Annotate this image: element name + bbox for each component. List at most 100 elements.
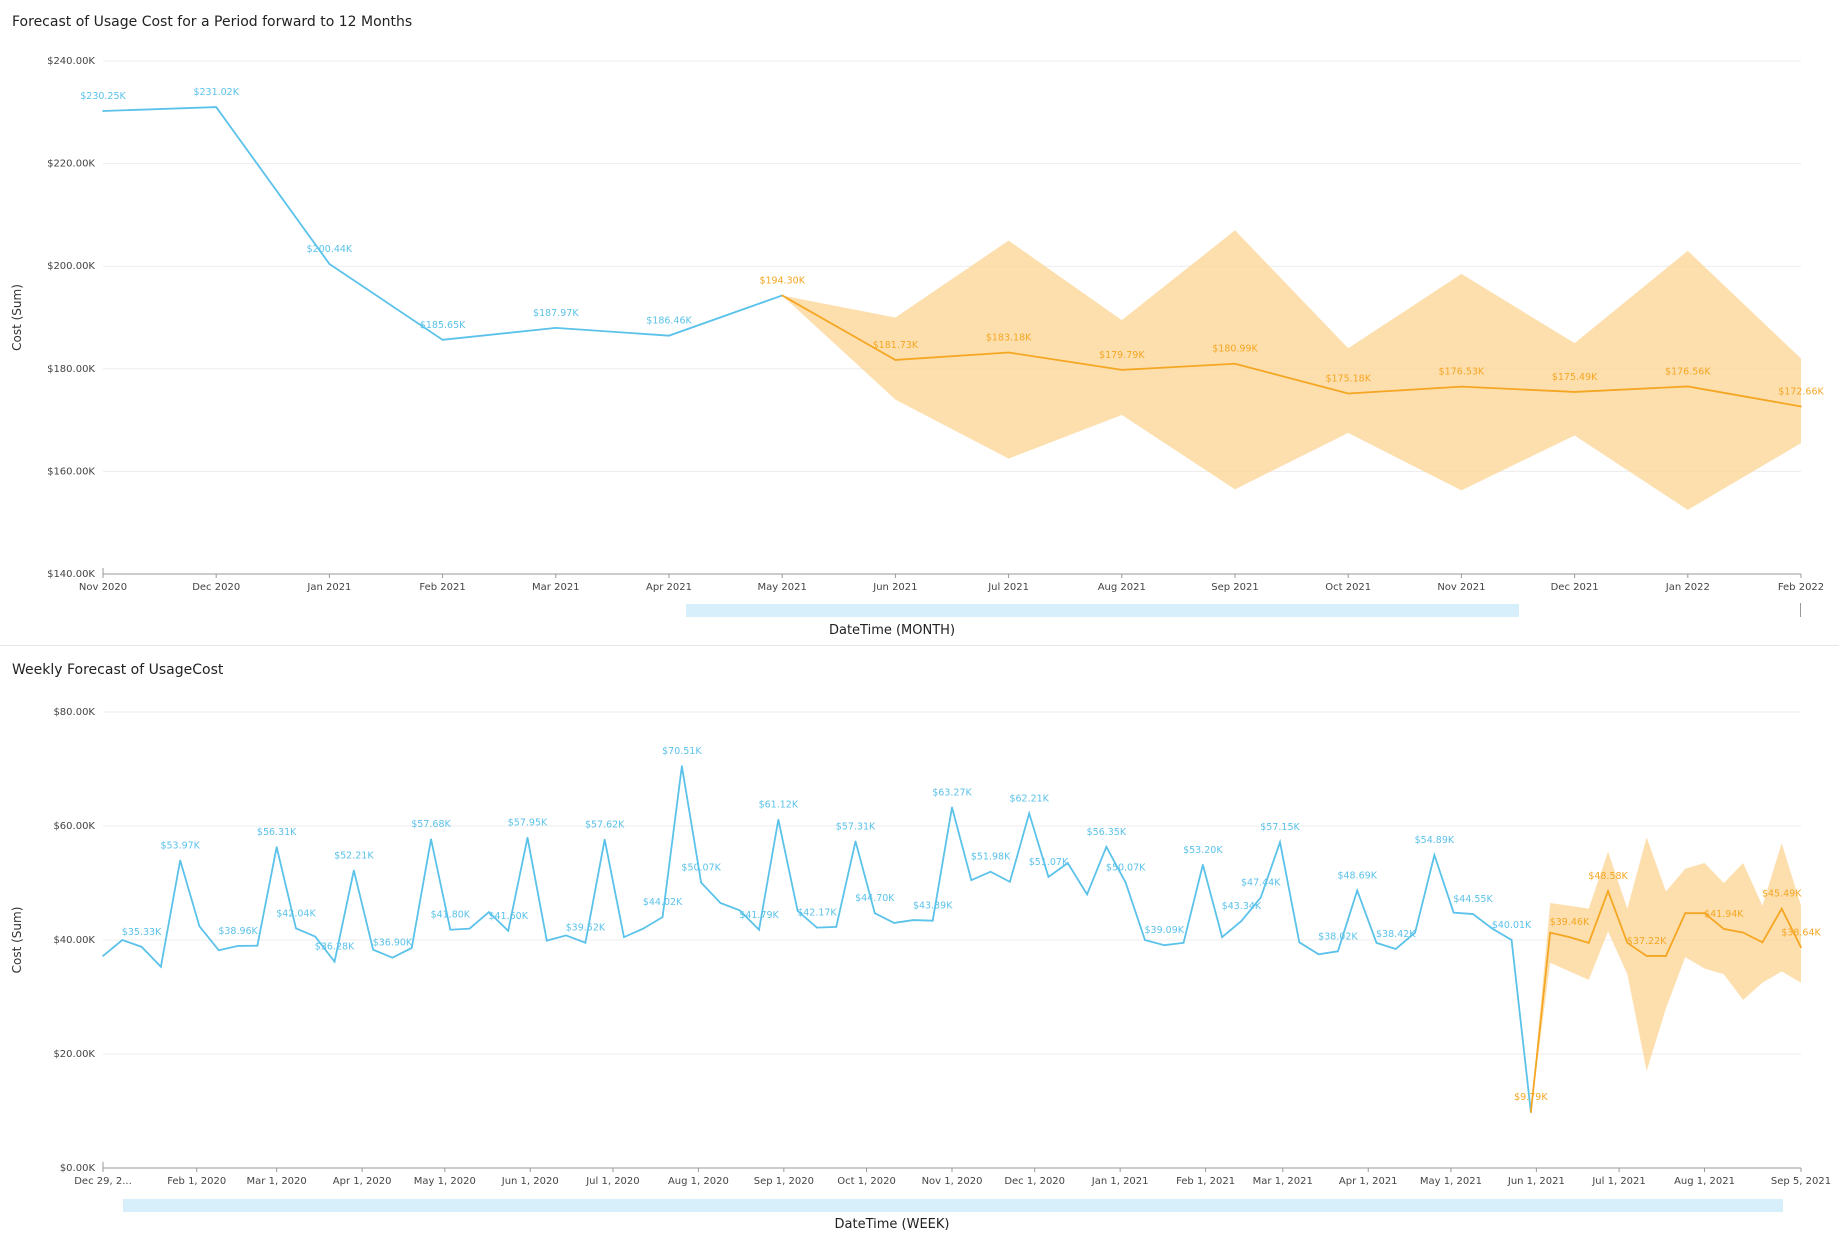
weekly-actual-point	[256, 944, 259, 947]
weekly-actual-point	[1491, 927, 1494, 930]
weekly-forecast-data-label: $9.79K	[1514, 1092, 1548, 1103]
weekly-actual-data-label: $35.33K	[122, 927, 162, 938]
monthly-forecast-data-label: $183.18K	[986, 332, 1032, 343]
weekly-actual-point	[1202, 863, 1204, 866]
monthly-actual-point	[555, 327, 557, 329]
weekly-actual-data-label: $54.89K	[1415, 835, 1455, 846]
monthly-forecast-point	[1800, 405, 1802, 408]
weekly-actual-point	[1394, 948, 1397, 950]
weekly-forecast-point	[1568, 936, 1571, 938]
weekly-actual-data-label: $70.51K	[662, 746, 702, 757]
weekly-forecast-point	[1684, 912, 1687, 915]
weekly-x-tick-label: Sep 5, 2021	[1771, 1176, 1831, 1187]
weekly-actual-data-label: $63.27K	[932, 787, 972, 798]
monthly-forecast-data-label: $180.99K	[1212, 344, 1258, 355]
weekly-actual-data-label: $44.70K	[855, 893, 895, 904]
weekly-actual-point	[642, 927, 645, 930]
weekly-actual-point	[1433, 854, 1436, 856]
monthly-forecast-confidence-band	[782, 230, 1801, 510]
monthly-y-tick-label: $180.00K	[47, 364, 95, 375]
monthly-y-tick-label: $200.00K	[47, 261, 95, 272]
weekly-x-tick-label: Oct 1, 2020	[837, 1176, 896, 1187]
monthly-x-tick-label: Mar 2021	[532, 582, 580, 593]
weekly-y-tick-label: $60.00K	[53, 821, 95, 832]
weekly-actual-point	[719, 902, 722, 904]
weekly-actual-point	[353, 869, 355, 872]
weekly-x-tick-label: Jan 1, 2021	[1091, 1176, 1149, 1187]
weekly-actual-point	[835, 926, 838, 928]
weekly-actual-point	[468, 927, 471, 930]
weekly-range-scrollbar[interactable]	[123, 1199, 1783, 1212]
monthly-y-axis-title: Cost (Sum)	[10, 284, 24, 351]
weekly-actual-point	[816, 926, 818, 929]
weekly-x-tick-label: Jun 1, 2021	[1507, 1176, 1565, 1187]
weekly-actual-data-label: $44.02K	[643, 897, 683, 908]
monthly-actual-point	[215, 106, 217, 108]
weekly-actual-point	[1298, 941, 1301, 944]
weekly-forecast-point	[1761, 941, 1764, 944]
monthly-x-tick-label: Feb 2022	[1778, 582, 1824, 593]
monthly-actual-point	[328, 263, 331, 265]
monthly-forecast-data-label: $194.30K	[759, 275, 805, 286]
weekly-actual-data-label: $48.69K	[1337, 870, 1377, 881]
weekly-actual-point	[970, 879, 973, 881]
weekly-actual-point	[661, 916, 664, 918]
monthly-forecast-chart: $140.00K $160.00K $180.00K $200.00K $220.00K…	[10, 56, 1825, 638]
weekly-actual-data-label: $53.97K	[160, 840, 200, 851]
weekly-actual-data-label: $42.04K	[276, 908, 316, 919]
weekly-forecast-data-label: $37.22K	[1627, 936, 1667, 947]
weekly-actual-data-label: $57.31K	[836, 821, 876, 832]
weekly-actual-data-label: $51.07K	[1029, 857, 1069, 868]
weekly-forecast-data-label: $39.46K	[1550, 917, 1590, 928]
weekly-x-tick-label: Jul 1, 2020	[585, 1176, 639, 1187]
monthly-forecast-series-line	[781, 294, 1802, 408]
monthly-forecast-point	[1121, 369, 1123, 371]
monthly-x-tick-label: Jan 2022	[1665, 582, 1710, 593]
monthly-forecast-point	[1234, 362, 1236, 365]
weekly-x-tick-label: Apr 1, 2020	[333, 1176, 392, 1187]
monthly-forecast-point	[1460, 385, 1463, 388]
weekly-actual-point	[584, 941, 587, 944]
weekly-x-tick-label: Nov 1, 2020	[922, 1176, 983, 1187]
monthly-scrollbar-handle[interactable]	[1800, 603, 1801, 617]
weekly-actual-data-label: $56.31K	[257, 827, 297, 838]
weekly-actual-point	[198, 925, 201, 928]
weekly-actual-point	[430, 838, 432, 841]
weekly-forecast-confidence-band	[1530, 837, 1801, 1113]
weekly-x-tick-label: Feb 1, 2021	[1176, 1176, 1235, 1187]
monthly-forecast-data-label: $179.79K	[1099, 350, 1145, 361]
weekly-actual-point	[275, 846, 278, 848]
weekly-actual-point	[1066, 862, 1069, 864]
weekly-forecast-data-label: $38.64K	[1781, 927, 1821, 938]
monthly-x-tick-label: Jun 2021	[872, 582, 917, 593]
weekly-actual-point	[1221, 936, 1223, 938]
weekly-actual-point	[931, 919, 934, 922]
weekly-actual-data-label: $39.09K	[1145, 925, 1185, 936]
monthly-forecast-point	[1687, 385, 1689, 388]
weekly-forecast-point	[1703, 912, 1706, 915]
weekly-actual-point	[179, 859, 181, 862]
monthly-chart-title: Forecast of Usage Cost for a Period forw…	[12, 14, 413, 30]
weekly-y-tick-label: $20.00K	[53, 1049, 95, 1060]
weekly-actual-point	[1124, 881, 1127, 884]
weekly-actual-data-label: $52.21K	[334, 850, 374, 861]
weekly-x-tick-label: May 1, 2021	[1420, 1176, 1482, 1187]
weekly-actual-data-label: $53.20K	[1183, 845, 1223, 856]
weekly-actual-point	[1182, 942, 1185, 944]
weekly-actual-point	[874, 912, 876, 915]
weekly-actual-data-label: $39.52K	[566, 923, 606, 934]
weekly-actual-point	[160, 965, 162, 968]
monthly-forecast-data-label: $176.56K	[1665, 366, 1711, 377]
monthly-x-tick-label: Nov 2021	[1437, 582, 1485, 593]
weekly-actual-data-label: $51.98K	[971, 852, 1011, 863]
monthly-range-scrollbar[interactable]	[686, 604, 1519, 617]
weekly-forecast-panel: Weekly Forecast of UsageCost $0.00K $20.0…	[0, 648, 1839, 1241]
monthly-forecast-point	[781, 294, 783, 297]
weekly-actual-data-label: $41.80K	[431, 910, 471, 921]
weekly-actual-data-label: $61.12K	[759, 800, 799, 811]
weekly-x-tick-label: Aug 1, 2021	[1674, 1176, 1735, 1187]
monthly-forecast-panel: Forecast of Usage Cost for a Period forw…	[0, 14, 1839, 646]
weekly-actual-point	[1472, 913, 1474, 915]
weekly-actual-point	[796, 910, 799, 912]
weekly-forecast-point	[1549, 931, 1551, 934]
